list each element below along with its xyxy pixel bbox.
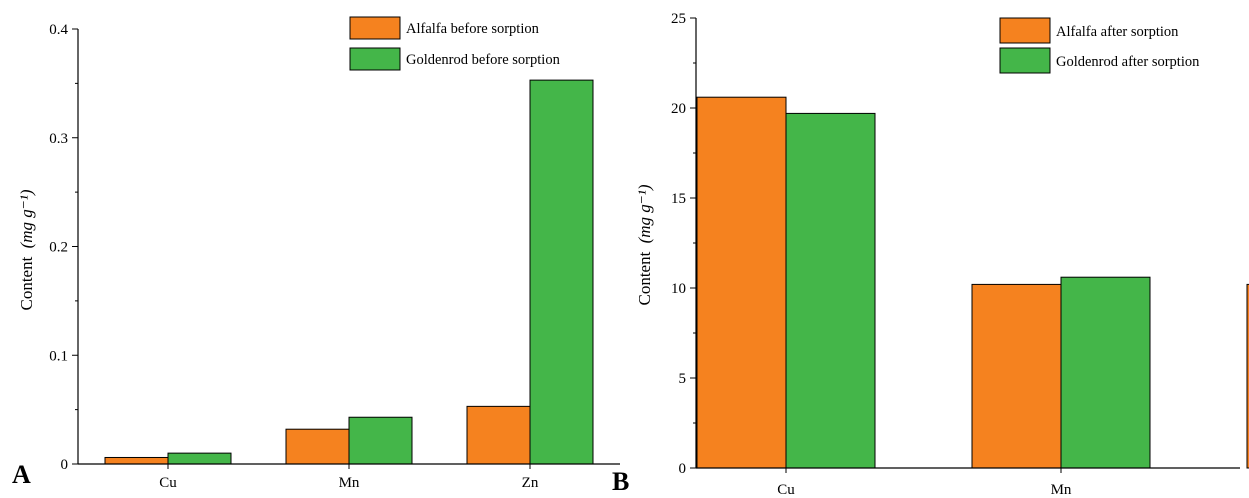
bars-a xyxy=(104,79,594,465)
legend-swatch-alfalfa-after xyxy=(999,17,1051,44)
legend-label-alfalfa-after: Alfalfa after sorption xyxy=(1056,24,1179,40)
bar-b-cu-alfalfa xyxy=(696,96,787,469)
legend-label-alfalfa-before: Alfalfa before sorption xyxy=(406,21,540,37)
y-tick-label-a: 0.1 xyxy=(49,348,68,364)
y-ticks-a: 0 0.1 0.2 0.3 0.4 xyxy=(49,22,78,473)
y-tick-label-b: 15 xyxy=(671,191,686,207)
legend-swatch-goldenrod-before xyxy=(349,47,401,71)
bars-b xyxy=(696,96,1249,469)
bar-a-zn-alfalfa xyxy=(466,405,531,465)
x-tick-label-b-cu: Cu xyxy=(777,482,795,498)
y-tick-label-a: 0.2 xyxy=(49,240,68,256)
bar-b-mn-alfalfa xyxy=(971,283,1062,469)
legend-label-goldenrod-before: Goldenrod before sorption xyxy=(406,52,561,68)
legend-swatch-alfalfa-before xyxy=(349,16,401,40)
y-tick-label-b: 20 xyxy=(671,101,686,117)
y-axis-label-b: Content (mg g⁻¹) xyxy=(635,184,654,305)
y-tick-label-a: 0 xyxy=(61,457,69,473)
panel-label-b: B xyxy=(612,467,629,496)
legend-swatch-goldenrod-after xyxy=(999,47,1051,74)
y-axis-label-a: Content (mg g⁻¹) xyxy=(17,189,36,310)
x-tick-label-a-zn: Zn xyxy=(522,475,539,491)
panel-label-a: A xyxy=(12,460,31,489)
chart-panel-a: 0 0.1 0.2 0.3 0.4 Cu Mn Zn Content (mg g⁻¹) Al… xyxy=(12,16,620,491)
legend-a: Alfalfa before sorption Goldenrod before… xyxy=(349,16,561,71)
y-ticks-b: 0 5 10 15 20 25 xyxy=(671,11,696,477)
x-tick-label-a-cu: Cu xyxy=(159,475,177,491)
bar-a-cu-alfalfa xyxy=(104,456,169,465)
legend-b: Alfalfa after sorption Goldenrod after s… xyxy=(999,17,1200,74)
bar-a-mn-alfalfa xyxy=(285,428,350,465)
y-tick-label-b: 25 xyxy=(671,11,686,27)
y-tick-label-b: 10 xyxy=(671,281,686,297)
x-tick-label-b-mn: Mn xyxy=(1051,482,1072,498)
bar-a-mn-goldenrod xyxy=(348,416,413,465)
y-tick-label-a: 0.4 xyxy=(49,22,68,38)
bar-a-zn-goldenrod xyxy=(529,79,594,465)
x-tick-label-a-mn: Mn xyxy=(339,475,360,491)
bar-b-zn-alfalfa xyxy=(1246,283,1249,469)
bar-b-cu-goldenrod xyxy=(785,112,876,469)
y-tick-label-b: 0 xyxy=(679,461,687,477)
legend-label-goldenrod-after: Goldenrod after sorption xyxy=(1056,54,1200,70)
bar-b-mn-goldenrod xyxy=(1060,276,1151,469)
y-tick-label-a: 0.3 xyxy=(49,131,68,147)
bar-a-cu-goldenrod xyxy=(167,452,232,465)
y-tick-label-b: 5 xyxy=(679,371,687,387)
x-ticks-a: Cu Mn Zn xyxy=(159,464,539,491)
